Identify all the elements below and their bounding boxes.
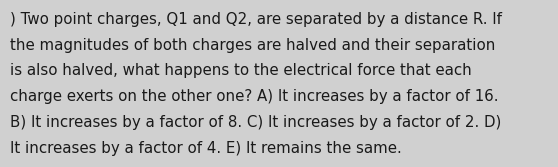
Text: the magnitudes of both charges are halved and their separation: the magnitudes of both charges are halve… (10, 38, 496, 53)
Text: is also halved, what happens to the electrical force that each: is also halved, what happens to the elec… (10, 63, 472, 78)
Text: It increases by a factor of 4. E) It remains the same.: It increases by a factor of 4. E) It rem… (10, 141, 402, 156)
Text: ) Two point charges, Q1 and Q2, are separated by a distance R. If: ) Two point charges, Q1 and Q2, are sepa… (10, 12, 502, 27)
Text: B) It increases by a factor of 8. C) It increases by a factor of 2. D): B) It increases by a factor of 8. C) It … (10, 115, 502, 130)
Text: charge exerts on the other one? A) It increases by a factor of 16.: charge exerts on the other one? A) It in… (10, 89, 498, 104)
